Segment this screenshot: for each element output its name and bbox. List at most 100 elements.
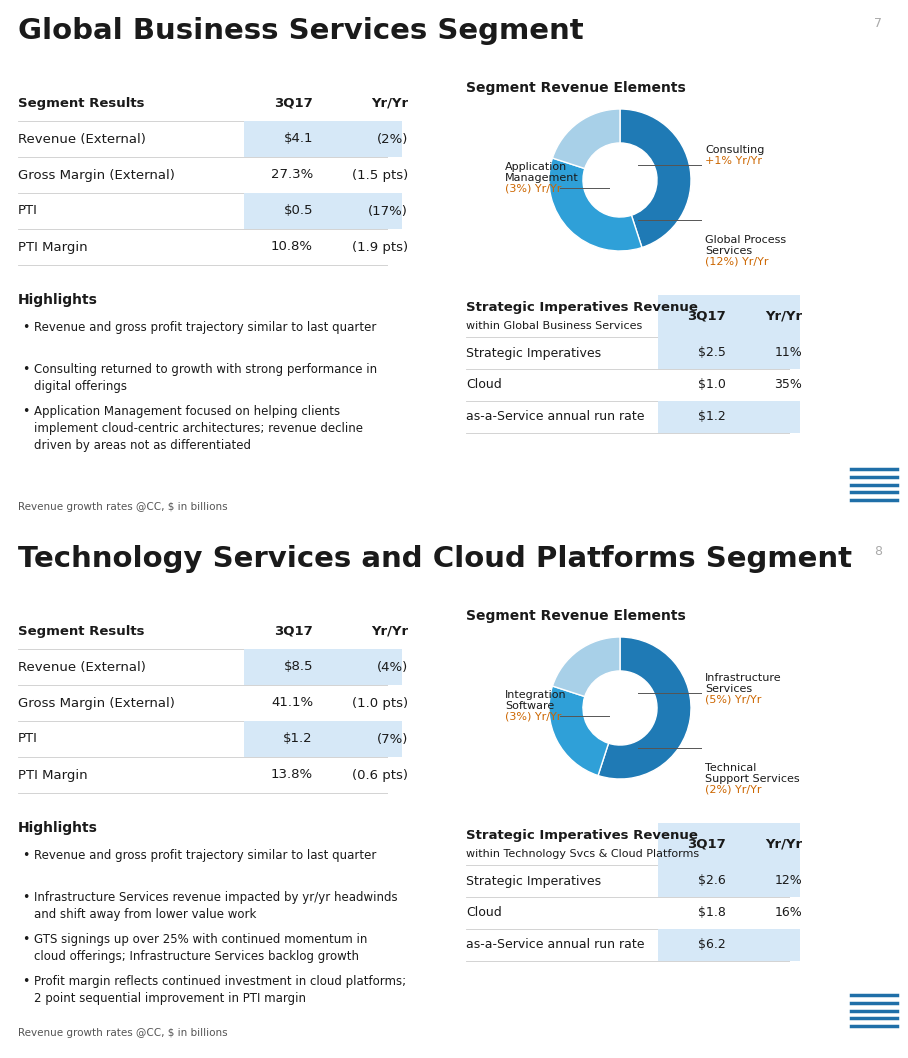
Text: Gross Margin (External): Gross Margin (External) <box>18 696 175 710</box>
Text: Software: Software <box>505 700 554 711</box>
Text: Services: Services <box>705 683 752 694</box>
Text: 7: 7 <box>874 17 882 30</box>
Text: 13.8%: 13.8% <box>271 768 313 782</box>
Text: (5%) Yr/Yr: (5%) Yr/Yr <box>705 695 762 705</box>
Text: GTS signings up over 25% with continued momentum in
cloud offerings; Infrastruct: GTS signings up over 25% with continued … <box>34 933 368 963</box>
Text: Global Business Services Segment: Global Business Services Segment <box>18 17 584 45</box>
Text: •: • <box>22 321 29 334</box>
Text: PTI: PTI <box>18 732 38 746</box>
Text: Integration: Integration <box>505 690 567 700</box>
Text: •: • <box>22 405 29 418</box>
Text: $4.1: $4.1 <box>283 132 313 146</box>
Text: 16%: 16% <box>775 907 802 919</box>
Text: $0.5: $0.5 <box>283 204 313 218</box>
Text: Revenue and gross profit trajectory similar to last quarter: Revenue and gross profit trajectory simi… <box>34 849 377 862</box>
Text: Strategic Imperatives Revenue: Strategic Imperatives Revenue <box>466 300 698 314</box>
Text: Revenue (External): Revenue (External) <box>18 132 146 146</box>
Text: Global Process: Global Process <box>705 235 786 245</box>
Text: $1.8: $1.8 <box>698 907 726 919</box>
Text: (3%) Yr/Yr: (3%) Yr/Yr <box>505 712 561 722</box>
Text: PTI: PTI <box>18 204 38 218</box>
Text: $1.0: $1.0 <box>698 379 726 391</box>
Text: (2%): (2%) <box>377 132 408 146</box>
Text: Yr/Yr: Yr/Yr <box>370 96 408 109</box>
Text: Segment Results: Segment Results <box>18 624 144 638</box>
Text: Services: Services <box>705 245 752 256</box>
Text: 3Q17: 3Q17 <box>274 624 313 638</box>
Text: as-a-Service annual run rate: as-a-Service annual run rate <box>466 411 645 423</box>
Text: •: • <box>22 849 29 862</box>
Text: Yr/Yr: Yr/Yr <box>370 624 408 638</box>
Text: Yr/Yr: Yr/Yr <box>765 310 802 323</box>
Text: as-a-Service annual run rate: as-a-Service annual run rate <box>466 938 645 951</box>
Text: (1.9 pts): (1.9 pts) <box>352 240 408 254</box>
Text: (1.0 pts): (1.0 pts) <box>352 696 408 710</box>
Text: Revenue growth rates @CC, $ in billions: Revenue growth rates @CC, $ in billions <box>18 1028 228 1038</box>
Text: within Technology Svcs & Cloud Platforms: within Technology Svcs & Cloud Platforms <box>466 849 699 859</box>
Text: 8: 8 <box>874 545 882 558</box>
Wedge shape <box>552 109 620 168</box>
Text: (17%): (17%) <box>368 204 408 218</box>
Text: Yr/Yr: Yr/Yr <box>765 838 802 851</box>
Text: Support Services: Support Services <box>705 773 800 784</box>
Text: (3%) Yr/Yr: (3%) Yr/Yr <box>505 184 561 194</box>
Text: +1% Yr/Yr: +1% Yr/Yr <box>705 156 762 166</box>
Text: Highlights: Highlights <box>18 821 98 835</box>
Text: Revenue (External): Revenue (External) <box>18 660 146 674</box>
Text: (12%) Yr/Yr: (12%) Yr/Yr <box>705 257 768 267</box>
Text: Technology Services and Cloud Platforms Segment: Technology Services and Cloud Platforms … <box>18 545 852 573</box>
Text: 3Q17: 3Q17 <box>687 838 726 851</box>
Text: (7%): (7%) <box>377 732 408 746</box>
Text: $1.2: $1.2 <box>283 732 313 746</box>
Text: (1.5 pts): (1.5 pts) <box>351 168 408 182</box>
Text: $2.6: $2.6 <box>698 875 726 888</box>
Text: Segment Results: Segment Results <box>18 96 144 109</box>
Text: Application: Application <box>505 162 568 172</box>
Text: 3Q17: 3Q17 <box>274 96 313 109</box>
Text: Strategic Imperatives: Strategic Imperatives <box>466 347 601 360</box>
Text: 12%: 12% <box>775 875 802 888</box>
Wedge shape <box>598 637 691 779</box>
Text: Strategic Imperatives: Strategic Imperatives <box>466 875 601 888</box>
Wedge shape <box>549 686 608 776</box>
Text: Strategic Imperatives Revenue: Strategic Imperatives Revenue <box>466 829 698 842</box>
Text: Cloud: Cloud <box>466 379 502 391</box>
Text: within Global Business Services: within Global Business Services <box>466 321 642 331</box>
Wedge shape <box>620 109 691 248</box>
Text: $6.2: $6.2 <box>698 938 726 951</box>
Text: PTI Margin: PTI Margin <box>18 240 88 254</box>
Text: $1.2: $1.2 <box>698 411 726 423</box>
Text: Revenue and gross profit trajectory similar to last quarter: Revenue and gross profit trajectory simi… <box>34 321 377 334</box>
Text: Highlights: Highlights <box>18 293 98 307</box>
Wedge shape <box>552 637 620 696</box>
Text: Revenue growth rates @CC, $ in billions: Revenue growth rates @CC, $ in billions <box>18 501 228 512</box>
Text: Management: Management <box>505 172 578 183</box>
Text: Consulting: Consulting <box>705 145 765 156</box>
Text: Segment Revenue Elements: Segment Revenue Elements <box>466 81 686 95</box>
Text: 35%: 35% <box>775 379 802 391</box>
Wedge shape <box>549 158 642 251</box>
Text: 3Q17: 3Q17 <box>687 310 726 323</box>
Text: •: • <box>22 975 29 988</box>
Text: Profit margin reflects continued investment in cloud platforms;
2 point sequenti: Profit margin reflects continued investm… <box>34 975 406 1005</box>
Text: Technical: Technical <box>705 763 756 773</box>
Text: •: • <box>22 933 29 946</box>
Text: (4%): (4%) <box>377 660 408 674</box>
Text: (2%) Yr/Yr: (2%) Yr/Yr <box>705 785 762 795</box>
Text: Infrastructure Services revenue impacted by yr/yr headwinds
and shift away from : Infrastructure Services revenue impacted… <box>34 891 398 922</box>
Text: PTI Margin: PTI Margin <box>18 768 88 782</box>
Text: Consulting returned to growth with strong performance in
digital offerings: Consulting returned to growth with stron… <box>34 363 377 393</box>
Text: •: • <box>22 891 29 904</box>
Text: $8.5: $8.5 <box>283 660 313 674</box>
Text: 11%: 11% <box>775 347 802 360</box>
Text: $2.5: $2.5 <box>698 347 726 360</box>
Text: 41.1%: 41.1% <box>271 696 313 710</box>
Text: Infrastructure: Infrastructure <box>705 673 782 683</box>
Text: 27.3%: 27.3% <box>271 168 313 182</box>
Text: Cloud: Cloud <box>466 907 502 919</box>
Text: •: • <box>22 363 29 376</box>
Text: (0.6 pts): (0.6 pts) <box>352 768 408 782</box>
Text: Gross Margin (External): Gross Margin (External) <box>18 168 175 182</box>
Text: Segment Revenue Elements: Segment Revenue Elements <box>466 609 686 623</box>
Text: 10.8%: 10.8% <box>271 240 313 254</box>
